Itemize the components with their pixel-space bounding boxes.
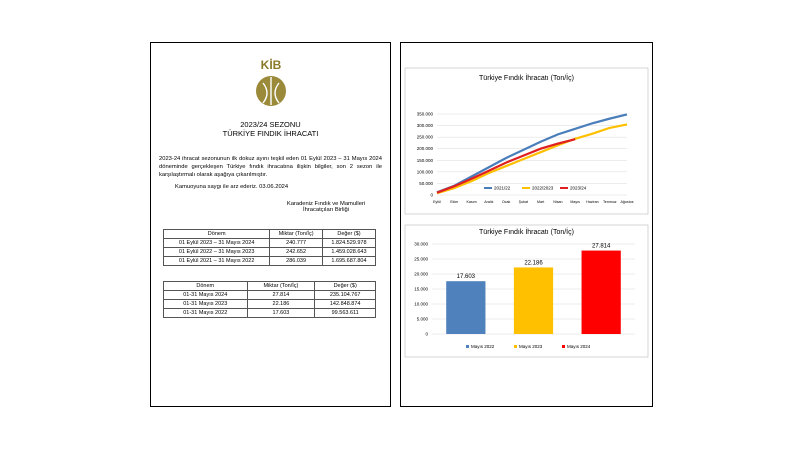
value-label: 27.814 — [592, 244, 611, 250]
bar — [446, 281, 486, 334]
chart-title: Türkiye Fındık İhracatı (Ton/İç) — [479, 73, 574, 82]
legend-swatch — [562, 345, 565, 348]
x-tick-label: Nisan — [553, 200, 562, 204]
legend-label: 2022/2023 — [532, 186, 554, 191]
subtitle: TÜRKİYE FINDIK İHRACATI — [222, 129, 319, 138]
y-tick-label: 300.000 — [417, 123, 434, 128]
logo-text: KİB — [261, 57, 282, 72]
row: 01-31 Mayıs 2022 17.603 99.563.611 — [163, 308, 376, 318]
y-tick-label: 15.000 — [414, 287, 428, 292]
header-row: Dönem Miktar (Ton/İç) Değer ($) — [163, 281, 376, 291]
cell: 01 Eylül 2021 – 31 Mayıs 2022 — [162, 256, 271, 266]
signature-line: Karadeniz Fındık ve Mamulleri — [286, 201, 366, 207]
x-tick-label: Ağustos — [621, 200, 634, 204]
legend-label: 2021/22 — [494, 186, 511, 191]
cell: 1.695.687.804 — [321, 256, 377, 266]
row: 01 Eylül 2021 – 31 Mayıs 2022 286.039 1.69… — [162, 256, 377, 266]
y-tick-label: 150.000 — [417, 158, 434, 163]
y-tick-label: 5.000 — [417, 317, 429, 322]
table: Dönem Miktar (Ton/İç) Değer ($) 01-31 Mayıs… — [163, 281, 376, 318]
x-tick-label: Haziran — [586, 200, 598, 204]
document-page: KİB 2023/24 SEZONU TÜRKİYE FINDIK İHRACA… — [150, 42, 391, 407]
legend-label: Mayıs 2023 — [519, 344, 543, 349]
y-tick-label: 25.000 — [414, 257, 428, 262]
legend-label: Mayıs 2022 — [471, 344, 495, 349]
cell: 99.563.611 — [314, 308, 376, 318]
x-tick-label: Temmuz — [603, 200, 617, 204]
x-tick-label: Ocak — [502, 200, 511, 204]
line-series — [436, 113, 628, 194]
x-tick-label: Kasım — [466, 200, 476, 204]
value-label: 22.186 — [524, 260, 543, 266]
bar — [513, 267, 554, 334]
y-tick-label: 100.000 — [417, 169, 434, 174]
x-tick-label: Eylül — [433, 200, 441, 204]
x-tick-label: Ekim — [450, 200, 458, 204]
greeting: Kamuoyuna saygı ile arz ederiz. 03.06.20… — [175, 184, 289, 190]
table: Dönem Miktar (Ton/İç) Değer ($) 01 Eylül 20… — [162, 229, 377, 266]
x-tick-label: Aralık — [484, 200, 493, 204]
line-series — [436, 123, 628, 195]
y-tick-label: 10.000 — [414, 302, 428, 307]
logo: KİB — [256, 57, 286, 106]
value-label: 17.603 — [457, 274, 476, 280]
y-tick-label: 30.000 — [414, 242, 428, 247]
y-tick-label: 50.000 — [419, 181, 433, 186]
line-series — [436, 138, 576, 194]
y-tick-label: 250.000 — [417, 135, 434, 140]
y-tick-label: 0 — [425, 332, 428, 337]
signature: Karadeniz Fındık ve Mamulleri İhracatçıl… — [276, 201, 376, 213]
x-tick-label: Şubat — [519, 200, 528, 204]
legend-swatch — [466, 345, 469, 348]
paragraph: 2023-24 ihracat sezonunun ilk dokuz ayın… — [159, 156, 382, 178]
signature-line: İhracatçıları Birliği — [302, 207, 350, 213]
legend-label: 2023/24 — [570, 186, 587, 191]
season-title: 2023/24 SEZONU — [240, 120, 301, 129]
y-tick-label: 200.000 — [417, 146, 434, 151]
x-tick-label: Mart — [537, 200, 544, 204]
bar — [581, 250, 621, 334]
y-tick-label: 0 — [430, 193, 433, 198]
legend-label: Mayıs 2024 — [567, 344, 591, 349]
x-tick-label: Mayıs — [570, 200, 580, 204]
cell: 17.603 — [246, 308, 316, 318]
y-tick-label: 350.000 — [417, 112, 434, 117]
legend-swatch — [514, 345, 517, 348]
y-tick-label: 20.000 — [414, 272, 428, 277]
chart-title: Türkiye Fındık İhracatı (Ton/İç) — [479, 227, 574, 236]
